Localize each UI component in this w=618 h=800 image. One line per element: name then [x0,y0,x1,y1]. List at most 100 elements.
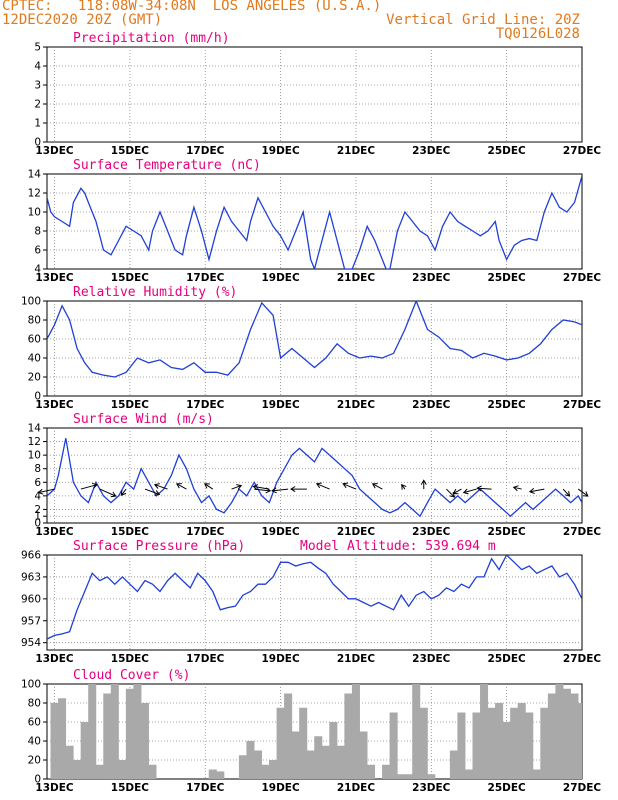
cloud-bar [457,712,466,779]
wind-vector [154,484,168,490]
panel-title: Cloud Cover (%) [73,668,190,683]
y-tick-label: 1 [34,118,41,130]
x-tick-label: 27DEC [563,653,602,665]
wind-vector-head [37,488,44,495]
wind-vector-head [512,485,519,492]
cloud-bar [291,731,300,779]
x-tick-label: 17DEC [186,272,225,284]
x-tick-label: 17DEC [186,782,225,794]
wind-vector-head [452,488,459,495]
cloud-bar [412,684,421,779]
x-tick-label: 15DEC [111,399,150,411]
x-tick-label: 25DEC [488,399,527,411]
wind-vector [204,483,214,490]
cloud-bar [269,760,278,779]
cloud-bar [284,693,293,779]
cloud-bar [495,703,504,779]
wind-vector-head [342,482,349,489]
y-tick-label: 12 [28,436,41,448]
y-tick-label: 8 [34,226,41,238]
header-location: CPTEC: 118:08W-34:08N LOS ANGELES (U.S.A… [2,0,382,14]
wind-vector-head [110,491,117,498]
cloud-bar [58,698,67,779]
y-tick-label: 2 [34,504,41,516]
x-tick-label: 25DEC [488,272,527,284]
wind-vector-head [120,490,127,496]
cloud-bar [253,750,263,779]
x-tick-label: 19DEC [261,399,300,411]
y-tick-label: 60 [28,717,41,729]
cloud-bar [110,684,119,779]
x-tick-label: 13DEC [35,782,74,794]
wind-vector-head [153,483,160,489]
x-tick-label: 27DEC [563,272,602,284]
panel-2: 13DEC 15DEC 17DEC 19DEC 21DEC 23DEC 25DEC 27DEC… [21,285,601,411]
wind-vector-head [476,485,482,492]
x-tick-label: 25DEC [488,653,527,665]
wind-vector-head [252,484,259,491]
wind-vector [176,483,187,490]
y-tick-label: 966 [21,550,41,562]
x-tick-label: 13DEC [35,526,74,538]
cloud-bar [366,764,376,779]
cloud-bar [419,707,428,779]
cloud-bar [299,707,308,779]
x-tick-label: 15DEC [111,653,150,665]
x-tick-label: 27DEC [563,145,602,157]
y-tick-label: 4 [34,490,41,502]
wind-vector [120,488,127,496]
cloud-bar [389,712,398,779]
y-tick-label: 6 [34,477,41,489]
cloud-bar [449,750,458,779]
cloud-bar [50,703,59,779]
series-line [47,438,582,518]
cloud-bar [547,693,556,779]
cloud-bar [314,736,323,779]
cloud-bar [118,760,127,779]
wind-vector-head [175,483,182,489]
cloud-bar [562,688,571,779]
wind-vector [513,486,522,490]
cloud-bar [510,707,519,779]
cloud-bar [238,755,247,779]
cloud-bar [65,745,74,779]
x-tick-label: 17DEC [186,653,225,665]
series-line [47,555,582,640]
wind-vector [144,488,160,495]
x-tick-label: 21DEC [337,782,376,794]
y-tick-label: 10 [28,207,41,219]
cloud-bar [517,703,526,779]
cloud-bar [351,684,360,779]
panel-4: 13DEC 15DEC 17DEC 19DEC 21DEC 23DEC 25DEC 27DEC… [21,539,601,665]
wind-vector [577,488,589,497]
cloud-bar [464,769,473,779]
x-tick-label: 23DEC [412,526,451,538]
plot-frame [46,554,583,651]
wind-vector-head [271,487,277,494]
y-tick-label: 5 [34,42,41,54]
x-tick-label: 13DEC [35,272,74,284]
plot-frame [46,46,583,143]
wind-vector-head [582,491,589,497]
x-tick-label: 25DEC [488,145,527,157]
y-tick-label: 100 [21,679,41,691]
panel-title: Surface Pressure (hPa) [73,539,245,554]
wind-vector [316,483,330,490]
wind-vector [529,488,545,493]
cloud-bar [427,774,436,779]
x-tick-label: 21DEC [337,399,376,411]
cloud-bar [276,707,285,779]
cloud-bar [133,684,142,779]
x-tick-label: 23DEC [412,399,451,411]
x-tick-label: 15DEC [111,272,150,284]
wind-vector [99,488,116,497]
panel-title: Surface Temperature (nC) [73,158,261,173]
y-tick-label: 100 [21,296,41,308]
y-tick-label: 12 [28,188,41,200]
wind-vector [253,485,270,490]
x-tick-label: 15DEC [111,145,150,157]
cloud-bar [525,712,534,779]
x-tick-label: 13DEC [35,653,74,665]
cloud-bar [73,760,82,779]
x-tick-label: 19DEC [261,782,300,794]
